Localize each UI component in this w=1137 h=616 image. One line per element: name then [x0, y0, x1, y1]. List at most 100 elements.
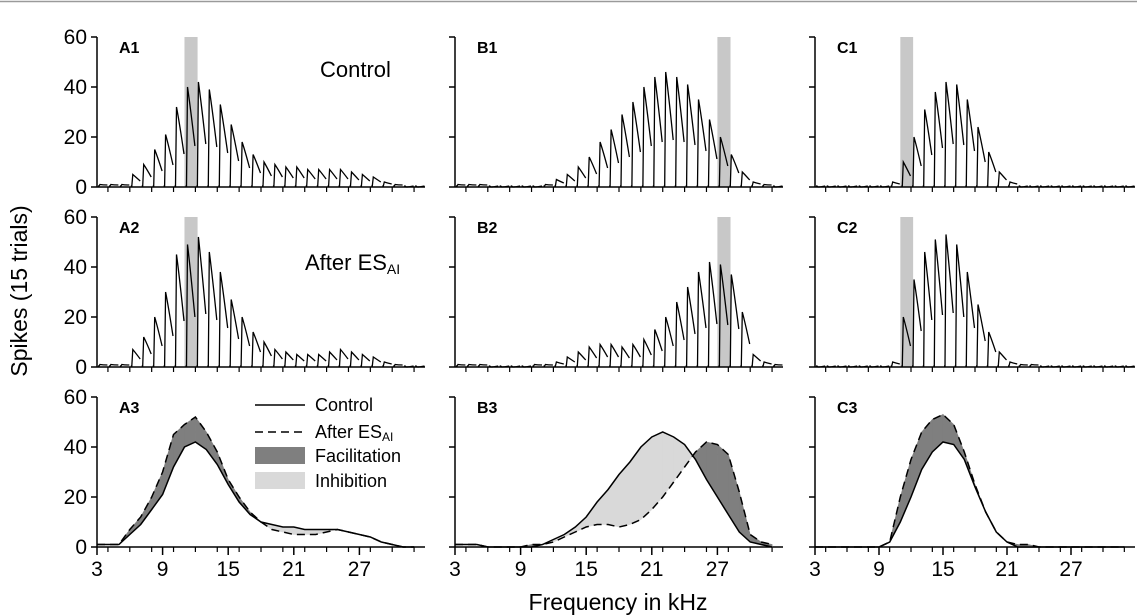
- response-trace: [674, 76, 685, 187]
- response-trace: [729, 274, 740, 367]
- response-trace: [773, 185, 783, 188]
- legend-after-sub: AI: [382, 430, 393, 444]
- x-tick-label: 9: [515, 558, 527, 581]
- condition-label-after-main: After ES: [305, 250, 387, 275]
- response-trace: [327, 167, 338, 187]
- response-trace: [576, 350, 587, 367]
- response-trace: [869, 185, 879, 188]
- response-trace: [880, 185, 890, 188]
- panel-C2: C2: [809, 216, 1135, 372]
- panel-C1: C1: [809, 36, 1135, 192]
- response-trace: [1072, 185, 1082, 188]
- response-trace: [773, 363, 783, 367]
- response-trace: [1104, 365, 1114, 368]
- y-tick-label: 60: [64, 206, 87, 229]
- facilitation-area: [728, 454, 740, 534]
- response-trace: [393, 363, 403, 367]
- response-trace: [543, 363, 553, 367]
- response-trace: [119, 183, 130, 187]
- response-trace: [826, 185, 836, 188]
- after-curve: [97, 415, 415, 548]
- response-trace: [740, 311, 751, 367]
- response-trace: [229, 124, 240, 187]
- response-trace: [163, 291, 174, 367]
- response-trace: [554, 361, 564, 367]
- response-trace: [696, 271, 707, 367]
- condition-label-control: Control: [320, 57, 391, 82]
- response-trace: [152, 149, 163, 187]
- response-trace: [488, 185, 499, 188]
- response-trace: [740, 170, 751, 187]
- response-trace: [685, 286, 696, 367]
- x-tick-label: 21: [640, 558, 663, 581]
- response-trace: [598, 342, 609, 367]
- legend-control-label: Control: [315, 395, 373, 415]
- response-trace: [338, 347, 349, 367]
- response-trace: [729, 154, 740, 187]
- response-trace: [510, 185, 521, 188]
- y-tick-label: 40: [64, 76, 87, 99]
- facilitation-area: [717, 443, 729, 516]
- response-trace: [207, 251, 218, 367]
- response-trace: [997, 170, 1007, 187]
- response-trace: [305, 353, 316, 367]
- response-trace: [718, 264, 729, 367]
- control-curve: [815, 441, 1125, 548]
- response-trace: [294, 353, 305, 367]
- response-trace: [141, 162, 152, 187]
- inhibition-area: [684, 443, 694, 468]
- response-trace: [477, 183, 488, 187]
- x-tick-label: 3: [809, 558, 821, 581]
- panel-label: A1: [119, 40, 140, 57]
- response-trace: [880, 365, 890, 368]
- facilitation-area: [162, 434, 174, 495]
- y-tick-label: 0: [75, 176, 87, 199]
- y-tick-label: 60: [64, 386, 87, 409]
- response-trace: [837, 185, 847, 188]
- response-trace: [641, 86, 652, 187]
- response-trace: [751, 181, 761, 187]
- response-trace: [609, 129, 620, 187]
- response-trace: [1093, 365, 1103, 368]
- response-trace: [488, 365, 499, 368]
- response-trace: [404, 365, 414, 368]
- response-trace: [620, 345, 630, 367]
- panel-C3: 3 9 15 21 27 C3: [809, 396, 1135, 581]
- response-trace: [196, 236, 207, 367]
- response-trace: [532, 185, 543, 188]
- response-trace: [521, 185, 532, 188]
- x-axis-label: Frequency in kHz: [529, 589, 708, 615]
- response-trace: [609, 342, 620, 367]
- response-trace: [382, 181, 392, 187]
- response-trace: [185, 86, 196, 187]
- panel-label: B3: [477, 400, 498, 417]
- response-trace: [499, 365, 510, 368]
- response-trace: [587, 156, 598, 187]
- response-trace: [349, 170, 360, 187]
- condition-label-after: After ESAI: [305, 250, 400, 277]
- facilitation-area: [195, 416, 207, 451]
- response-trace: [837, 365, 847, 368]
- response-trace: [98, 363, 108, 367]
- response-trace: [598, 141, 609, 187]
- response-trace: [466, 363, 477, 367]
- facilitation-area: [910, 431, 922, 498]
- response-trace: [499, 185, 510, 188]
- response-trace: [152, 316, 163, 367]
- panel-label: B1: [477, 40, 498, 57]
- response-trace: [174, 254, 185, 367]
- x-tick-label: 9: [873, 558, 885, 581]
- response-trace: [762, 361, 772, 367]
- response-trace: [108, 183, 119, 187]
- y-tick-label: 60: [64, 26, 87, 49]
- response-trace: [890, 361, 900, 367]
- response-trace: [262, 339, 272, 367]
- panel-B3: 3 9 15 21 27 B3: [449, 396, 783, 581]
- response-trace: [554, 178, 565, 187]
- response-trace: [272, 347, 283, 367]
- panels-group: 0 20 40 60 A1 0 20 40 60 A2 0 20 40 60 3 9 15 21 27 A3 B1 B2 3…: [64, 26, 1135, 581]
- response-trace: [1061, 185, 1071, 188]
- response-trace: [663, 71, 674, 187]
